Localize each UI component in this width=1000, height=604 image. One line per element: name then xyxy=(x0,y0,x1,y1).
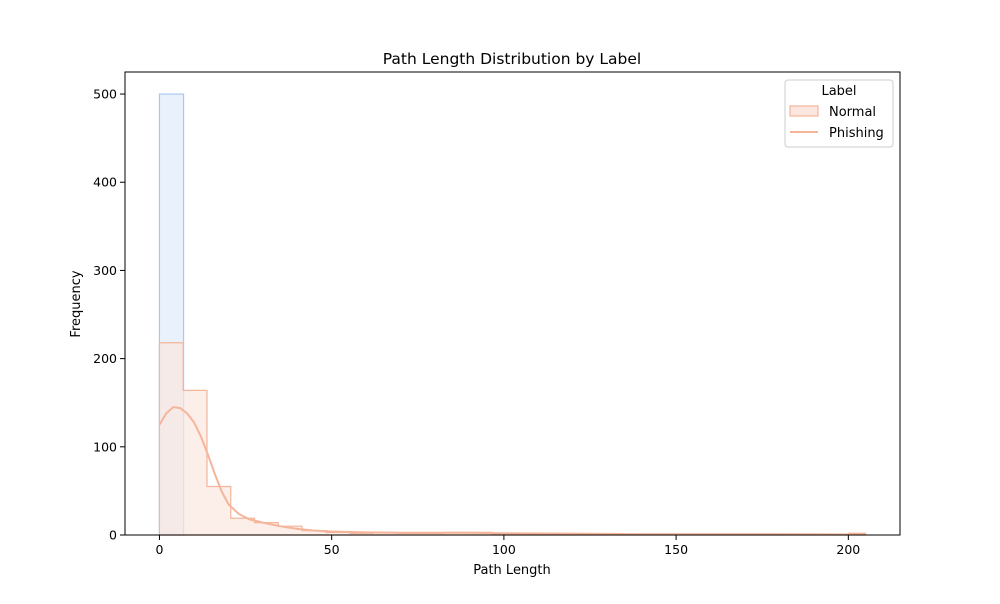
chart-title: Path Length Distribution by Label xyxy=(383,50,641,68)
kde-line-1 xyxy=(158,406,866,536)
legend-swatch-normal xyxy=(789,105,819,117)
y-tick-label: 400 xyxy=(93,175,117,190)
y-tick-label: 100 xyxy=(93,439,117,454)
y-tick-label: 0 xyxy=(109,528,117,543)
legend-label-normal: Normal xyxy=(829,105,876,120)
y-tick-label: 500 xyxy=(93,87,117,102)
series-layer xyxy=(158,93,867,536)
plot-frame xyxy=(124,71,901,536)
x-tick-label: 50 xyxy=(324,542,340,557)
x-tick-label: 150 xyxy=(664,542,688,557)
y-tick-label: 200 xyxy=(93,351,117,366)
x-axis-label: Path Length xyxy=(473,563,551,578)
y-axis-label: Frequency xyxy=(69,270,84,337)
x-tick-label: 0 xyxy=(155,542,163,557)
x-axis: 0 50 100 150 200 xyxy=(155,535,860,557)
x-tick-label: 200 xyxy=(836,542,860,557)
legend-label-phishing: Phishing xyxy=(829,126,884,141)
histogram-series-1 xyxy=(158,342,867,536)
legend: Label Normal Phishing xyxy=(784,79,894,148)
x-tick-label: 100 xyxy=(492,542,516,557)
kde-layer xyxy=(158,406,866,536)
y-tick-label: 300 xyxy=(93,263,117,278)
y-axis: 0 100 200 300 400 500 xyxy=(93,87,125,543)
legend-frame xyxy=(784,79,894,148)
legend-title: Label xyxy=(821,84,856,99)
